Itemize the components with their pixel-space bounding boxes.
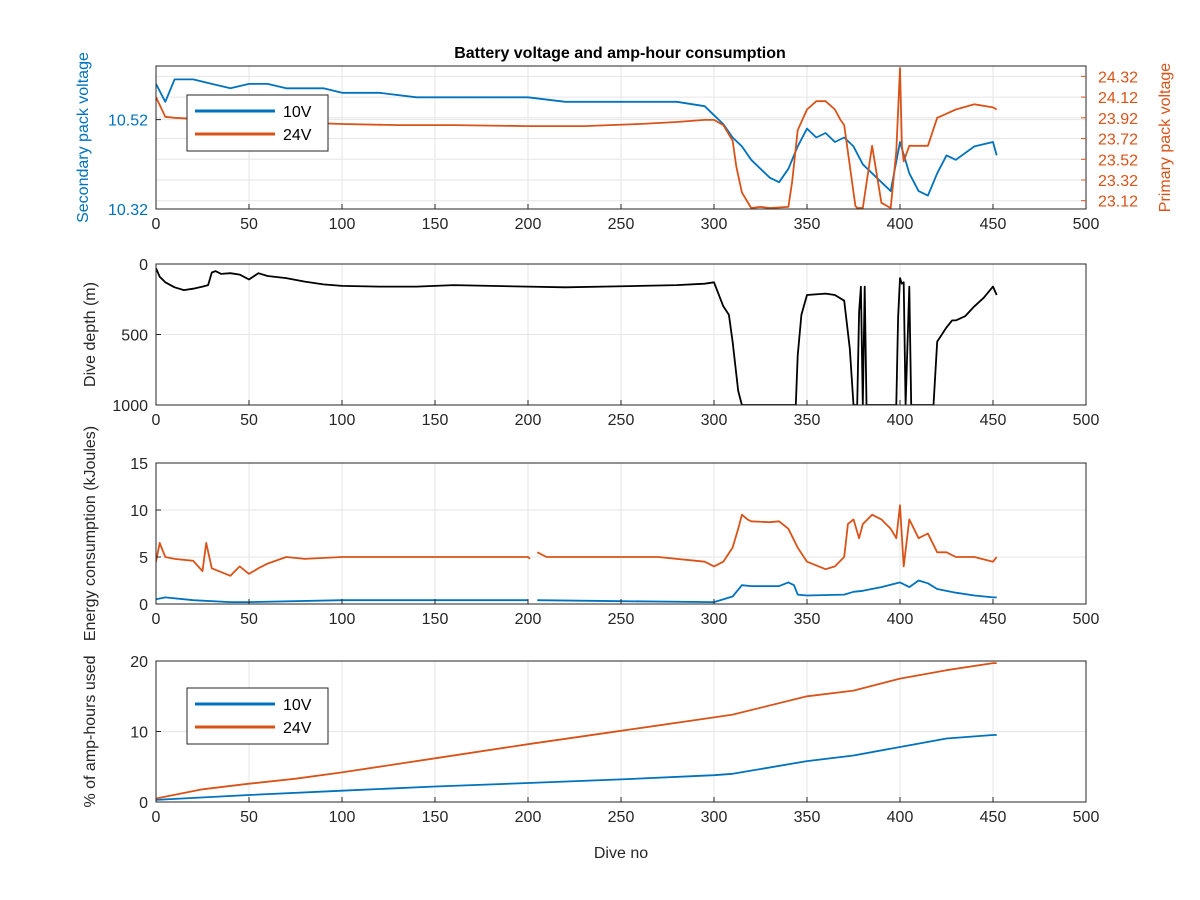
series-line-10v: [156, 579, 997, 603]
series-line-24v: [156, 67, 998, 209]
x-tick-label: 100: [329, 611, 356, 628]
y-tick-label: 0: [139, 257, 148, 274]
x-tick-label: 450: [980, 611, 1007, 628]
x-tick-label: 300: [701, 216, 728, 233]
x-tick-label: 400: [887, 611, 914, 628]
x-tick-label: 350: [794, 809, 821, 826]
y-right-tick-label: 23.12: [1098, 194, 1138, 211]
x-tick-label: 350: [794, 611, 821, 628]
x-tick-label: 500: [1073, 809, 1100, 826]
x-tick-label: 100: [329, 216, 356, 233]
x-tick-label: 200: [515, 611, 542, 628]
x-tick-label: 300: [701, 412, 728, 429]
x-tick-label: 200: [515, 412, 542, 429]
x-tick-label: 0: [152, 611, 161, 628]
plots-container: 0 50 100 150 200 250 300 350 400 450 50010.3210.52…: [75, 52, 1174, 862]
x-tick-label: 500: [1073, 611, 1100, 628]
x-tick-label: 50: [240, 216, 258, 233]
panel-amphours: 0 50 100 150 200 250 300 350 400 450 500 0 10 20 % of …: [82, 654, 1099, 862]
panel-depth: 0 50 100 150 200 250 300 350 400 450 500 0 500 1000 Di…: [82, 257, 1099, 429]
panel-voltage: 0 50 100 150 200 250 300 350 400 450 500 10.32 10.52…: [75, 52, 1174, 233]
y-right-tick-label: 23.52: [1098, 152, 1138, 169]
x-tick-label: 200: [515, 216, 542, 233]
legend-label-10v: 10V: [283, 697, 312, 714]
y-tick-label: 10.32: [108, 202, 148, 219]
y-tick-label: 5: [139, 550, 148, 567]
series-line-10v: [156, 734, 997, 801]
chart-title: Battery voltage and amp-hour consumption: [454, 45, 786, 62]
x-tick-label: 450: [980, 216, 1007, 233]
x-tick-label: 400: [887, 216, 914, 233]
legend-label-24v: 24V: [283, 127, 312, 144]
x-tick-label: 200: [515, 809, 542, 826]
y-tick-label: 10.52: [108, 113, 148, 130]
legend-box: [186, 687, 329, 745]
x-tick-label: 300: [701, 809, 728, 826]
x-axis-label: Dive no: [594, 845, 648, 862]
y-axis-label: % of amp-hours used: [82, 655, 99, 807]
x-tick-label: 250: [608, 412, 635, 429]
y-right-tick-label: 23.92: [1098, 111, 1138, 128]
x-tick-label: 250: [608, 611, 635, 628]
x-tick-label: 450: [980, 809, 1007, 826]
y-right-tick-label: 23.32: [1098, 173, 1138, 190]
y-tick-label: 10: [130, 725, 148, 742]
y-tick-label: 500: [121, 328, 148, 345]
x-tick-label: 150: [422, 412, 449, 429]
x-tick-label: 500: [1073, 412, 1100, 429]
y-tick-label: 20: [130, 654, 148, 671]
y-right-tick-label: 23.72: [1098, 132, 1138, 149]
x-tick-label: 400: [887, 809, 914, 826]
legend-box: [186, 94, 329, 152]
y-axis-label: Dive depth (m): [82, 282, 99, 387]
y-tick-label: 0: [139, 597, 148, 614]
x-tick-label: 0: [152, 809, 161, 826]
panel-energy: 0 50 100 150 200 250 300 350 400 450 500 0 5 10 15 Ener…: [82, 426, 1099, 641]
series-line-24v: [156, 662, 997, 800]
x-tick-label: 50: [240, 412, 258, 429]
legend-label-24v: 24V: [283, 720, 312, 737]
x-tick-label: 450: [980, 412, 1007, 429]
y-tick-label: 15: [130, 456, 148, 473]
x-tick-label: 100: [329, 809, 356, 826]
x-tick-label: 350: [794, 412, 821, 429]
x-tick-label: 500: [1073, 216, 1100, 233]
series-line-24v: [156, 504, 998, 577]
x-tick-label: 50: [240, 611, 258, 628]
x-tick-label: 150: [422, 611, 449, 628]
x-tick-label: 350: [794, 216, 821, 233]
y-right-tick-label: 24.12: [1098, 90, 1138, 107]
x-tick-label: 0: [152, 216, 161, 233]
y-right-tick-label: 24.32: [1098, 69, 1138, 86]
x-tick-label: 150: [422, 809, 449, 826]
legend-label-10v: 10V: [283, 104, 312, 121]
y-tick-label: 10: [130, 503, 148, 520]
x-tick-label: 50: [240, 809, 258, 826]
x-tick-label: 100: [329, 412, 356, 429]
y-right-axis-label: Primary pack voltage: [1157, 63, 1174, 212]
x-tick-label: 400: [887, 412, 914, 429]
x-tick-label: 250: [608, 216, 635, 233]
x-tick-label: 150: [422, 216, 449, 233]
y-tick-label: 0: [139, 795, 148, 812]
series-line-depth: [156, 267, 998, 405]
x-tick-label: 250: [608, 809, 635, 826]
y-axis-label: Energy consumption (kJoules): [82, 426, 99, 641]
x-tick-label: 300: [701, 611, 728, 628]
y-axis-label: Secondary pack voltage: [75, 52, 92, 223]
x-tick-label: 0: [152, 412, 161, 429]
y-tick-label: 1000: [112, 398, 148, 415]
